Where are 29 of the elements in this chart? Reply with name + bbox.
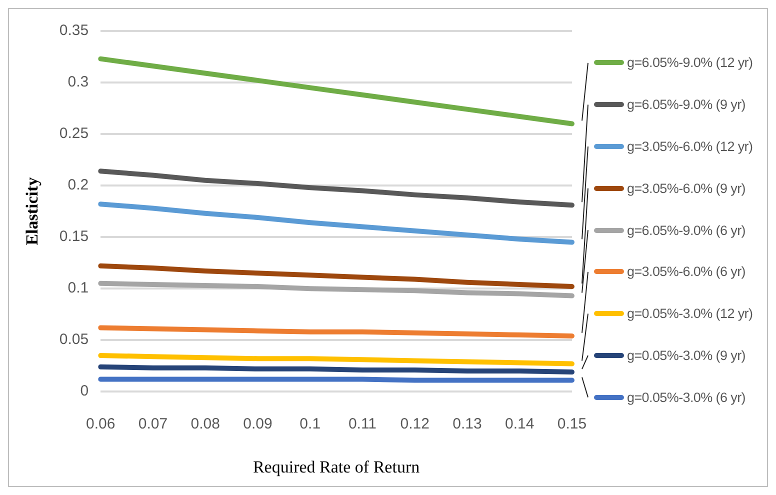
y-tick-label: 0.25 bbox=[59, 125, 89, 142]
y-tick-label: 0 bbox=[80, 382, 89, 400]
legend-label: g=3.05%-6.0% (12 yr) bbox=[627, 138, 753, 154]
y-tick-label: 0.05 bbox=[59, 331, 89, 348]
x-tick-label: 0.09 bbox=[243, 416, 272, 433]
legend-label: g=6.05%-9.0% (9 yr) bbox=[627, 97, 746, 112]
y-tick-label: 0.1 bbox=[68, 280, 89, 297]
x-tick-label: 0.11 bbox=[348, 416, 377, 433]
x-tick-label: 0.06 bbox=[86, 416, 116, 433]
x-tick-label: 0.1 bbox=[300, 416, 321, 433]
legend-label: g=0.05%-3.0% (9 yr) bbox=[627, 348, 746, 363]
y-tick-label: 0.3 bbox=[68, 74, 89, 91]
legend-label: g=3.05%-6.0% (9 yr) bbox=[627, 180, 746, 196]
x-tick-label: 0.07 bbox=[138, 416, 168, 433]
x-tick-label: 0.12 bbox=[400, 416, 430, 433]
y-tick-label: 0.35 bbox=[59, 22, 89, 40]
legend-label: g=6.05%-9.0% (12 yr) bbox=[627, 55, 753, 70]
x-tick-label: 0.13 bbox=[452, 416, 482, 433]
x-tick-label: 0.14 bbox=[505, 416, 534, 433]
legend-label: g=0.05%-3.0% (12 yr) bbox=[627, 306, 753, 322]
y-axis-title: Elasticity bbox=[22, 176, 42, 246]
legend-label: g=3.05%-6.0% (6 yr) bbox=[627, 264, 746, 280]
y-tick-label: 0.15 bbox=[59, 228, 89, 246]
legend-label: g=6.05%-9.0% (6 yr) bbox=[627, 222, 746, 238]
x-tick-label: 0.15 bbox=[557, 416, 587, 433]
y-tick-label: 0.2 bbox=[68, 176, 89, 194]
legend-label: g=0.05%-3.0% (6 yr) bbox=[627, 390, 746, 405]
x-tick-label: 0.08 bbox=[190, 416, 220, 433]
x-axis-title: Required Rate of Return bbox=[252, 457, 420, 476]
